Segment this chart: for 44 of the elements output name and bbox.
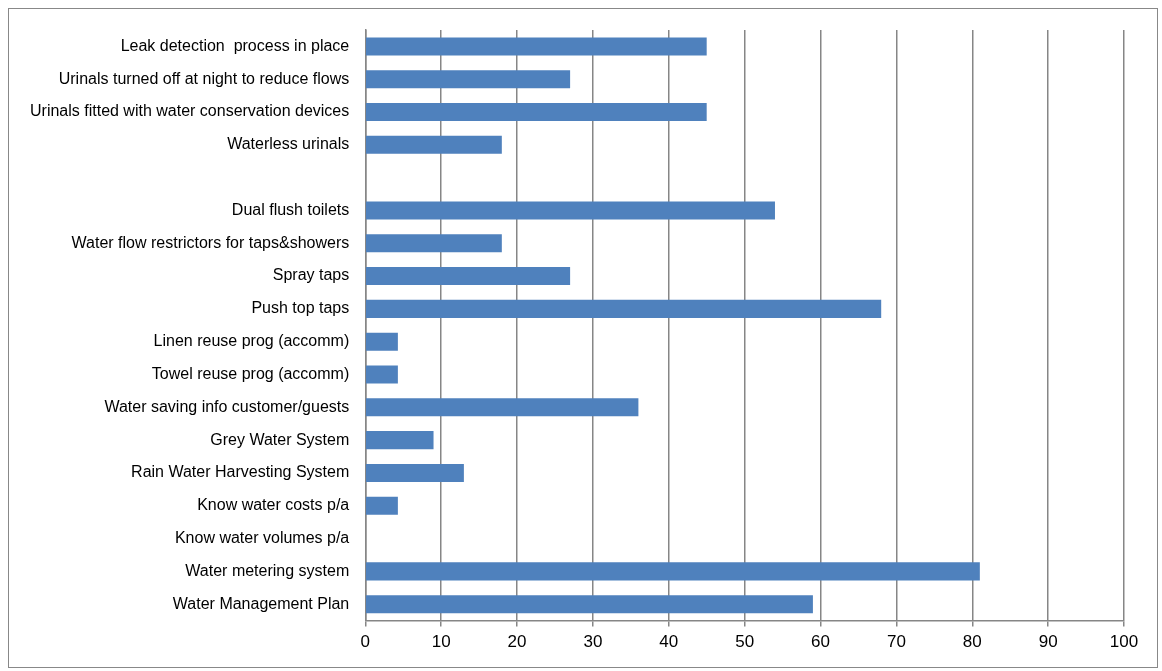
- bar: [366, 463, 464, 482]
- bar: [366, 201, 775, 220]
- bar: [366, 299, 882, 318]
- x-tick-label: 80: [962, 632, 982, 652]
- bar: [366, 431, 434, 450]
- bar: [366, 496, 398, 515]
- bar: [366, 234, 502, 253]
- y-tick-label: Waterless urinals: [227, 135, 350, 153]
- y-tick-label: Dual flush toilets: [231, 200, 350, 218]
- y-tick-label: Know water costs p/a: [197, 496, 350, 514]
- bar: [366, 135, 502, 154]
- y-tick-label: Know water volumes p/a: [174, 528, 350, 546]
- x-tick-label: 60: [811, 632, 830, 652]
- y-tick-label: Water saving info customer/guests: [104, 397, 350, 415]
- x-tick-label: 30: [583, 632, 603, 652]
- bar: [366, 103, 707, 122]
- y-tick-label: Leak detection process in place: [120, 36, 350, 54]
- x-tick-label: 70: [886, 632, 906, 652]
- bar: [366, 365, 398, 384]
- y-tick-label: Rain Water Harvesting System: [131, 463, 350, 481]
- y-tick-label: Linen reuse prog (accomm): [153, 332, 350, 350]
- bar: [366, 332, 398, 351]
- x-tick-label: 40: [659, 632, 679, 652]
- x-tick-label: 100: [1109, 632, 1139, 652]
- bar: [366, 267, 571, 286]
- bar: [366, 398, 639, 417]
- bar: [366, 595, 813, 614]
- bar: [366, 70, 571, 89]
- bar: [366, 37, 707, 56]
- x-tick-label: 10: [431, 632, 451, 652]
- x-tick-label: 90: [1038, 632, 1058, 652]
- x-tick-label: 50: [735, 632, 755, 652]
- y-tick-label: Urinals turned off at night to reduce flows: [58, 69, 350, 87]
- y-tick-label: Water Management Plan: [172, 594, 350, 612]
- y-tick-label: Grey Water System: [210, 430, 350, 448]
- y-tick-label: Push top taps: [251, 299, 350, 317]
- y-tick-label: Towel reuse prog (accomm): [151, 364, 350, 382]
- y-tick-label: Water flow restrictors for taps&showers: [71, 233, 350, 251]
- y-tick-label: Water metering system: [185, 561, 350, 579]
- y-tick-label: Urinals fitted with water conservation devices: [30, 102, 350, 120]
- bar: [366, 562, 980, 581]
- x-tick-label: 20: [507, 632, 527, 652]
- x-tick-label: 0: [360, 632, 370, 652]
- y-tick-label: Spray taps: [272, 266, 350, 284]
